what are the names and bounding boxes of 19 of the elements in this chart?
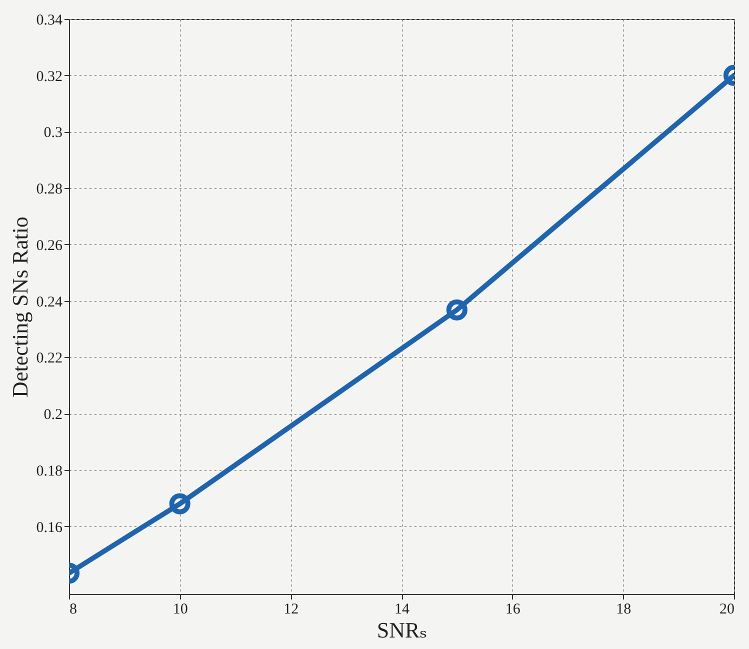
x-tick-label: 14 <box>394 602 410 618</box>
x-tick-label: 16 <box>505 602 521 618</box>
x-tick-label: 18 <box>616 602 632 618</box>
y-tick-label: 0.34 <box>36 12 63 28</box>
y-tick-label: 0.28 <box>36 182 62 198</box>
y-tick-label: 0.32 <box>36 68 62 85</box>
x-tick-label: 20 <box>720 602 734 618</box>
y-tick-label: 0.16 <box>36 520 63 536</box>
x-axis-title: SNRₛ <box>376 618 428 642</box>
y-tick-label: 0.24 <box>36 294 63 310</box>
y-tick-label: 0.22 <box>36 350 62 367</box>
y-tick-label: 0.18 <box>36 463 62 480</box>
x-tick-label: 10 <box>172 602 188 618</box>
x-tick-label: 8 <box>70 602 77 618</box>
y-tick-label: 0.3 <box>44 125 62 142</box>
x-tick-label: 12 <box>284 602 299 618</box>
y-tick-label: 0.2 <box>44 407 62 424</box>
y-axis-title: Detecting SNs Ratio <box>7 216 32 398</box>
y-tick-label: 0.26 <box>36 238 63 254</box>
